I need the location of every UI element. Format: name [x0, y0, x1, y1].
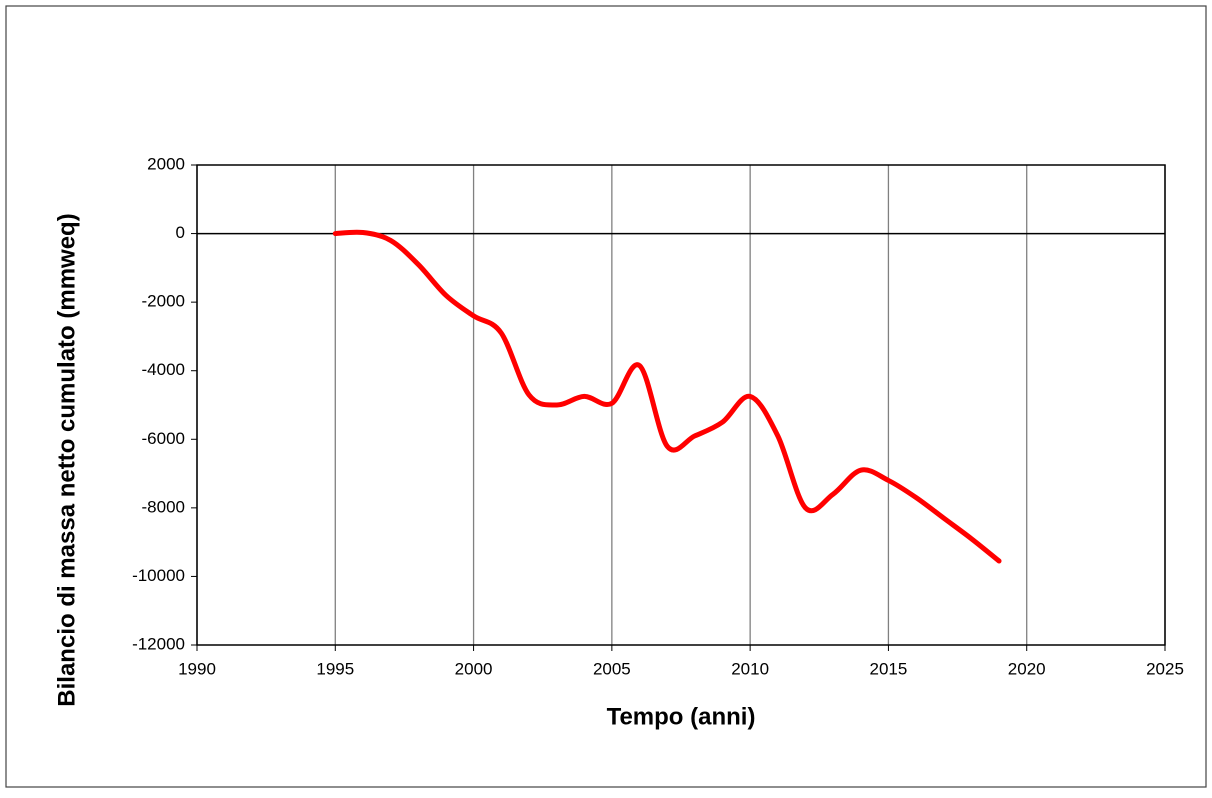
y-tick-label: -12000 [132, 634, 185, 653]
plot-border [196, 164, 1166, 646]
y-tick-label: -2000 [142, 292, 185, 311]
x-tick-label: 1990 [178, 659, 216, 678]
y-tick-label: -6000 [142, 429, 185, 448]
x-tick-label: 2015 [870, 659, 908, 678]
y-tick-label: -10000 [132, 566, 185, 585]
x-tick-label: 1995 [316, 659, 354, 678]
data-line [332, 229, 1002, 564]
x-tick-label: 2010 [731, 659, 769, 678]
y-tick-label: 2000 [147, 154, 185, 173]
x-tick-label: 2000 [455, 659, 493, 678]
x-tick-label: 2025 [1146, 659, 1184, 678]
plot-area [197, 165, 1165, 645]
x-tick-label: 2005 [593, 659, 631, 678]
y-axis-label: Bilancio di massa netto cumulato (mmweq) [53, 213, 80, 706]
x-axis-label: Tempo (anni) [607, 703, 756, 730]
y-tick-label: 0 [176, 223, 185, 242]
y-tick-label: -8000 [142, 497, 185, 516]
y-tick-label: -4000 [142, 360, 185, 379]
x-tick-label: 2020 [1008, 659, 1046, 678]
